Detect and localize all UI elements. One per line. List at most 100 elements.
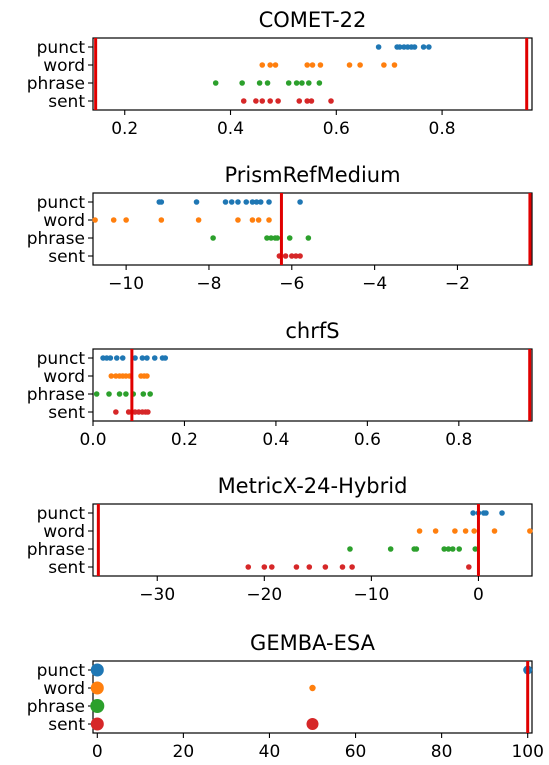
- plot-frame: [92, 660, 533, 734]
- y-tick-label-sent: sent: [48, 403, 85, 423]
- point-punct: [193, 199, 200, 205]
- plot-frame: [92, 192, 533, 266]
- x-tick-label: −2: [445, 274, 470, 294]
- point-word: [416, 528, 423, 534]
- point-phrase: [264, 80, 271, 86]
- x-tick-label: −10: [353, 585, 389, 605]
- point-word: [381, 62, 387, 68]
- point-sent: [293, 564, 300, 570]
- point-punct: [90, 663, 104, 677]
- point-phrase: [472, 546, 479, 552]
- x-tick-label: 80: [431, 742, 453, 762]
- chart-title: PrismRefMedium: [224, 163, 400, 187]
- point-punct: [132, 355, 138, 361]
- point-word: [527, 528, 533, 534]
- point-punct: [483, 510, 489, 516]
- x-tick-label: −4: [362, 274, 387, 294]
- y-tick-label-sent: sent: [48, 715, 85, 735]
- point-word: [195, 217, 202, 223]
- point-sent: [293, 253, 299, 259]
- point-word: [249, 217, 256, 223]
- point-phrase: [293, 80, 300, 86]
- chart-title: GEMBA-ESA: [250, 631, 376, 655]
- point-word: [391, 62, 398, 68]
- point-sent: [304, 98, 311, 104]
- point-phrase: [305, 235, 312, 241]
- point-phrase: [274, 235, 281, 241]
- point-punct: [297, 199, 303, 205]
- point-sent: [245, 564, 252, 570]
- point-punct: [243, 199, 250, 205]
- y-tick-label-punct: punct: [37, 38, 86, 58]
- point-word: [357, 62, 363, 68]
- point-punct: [119, 355, 126, 361]
- point-punct: [107, 355, 114, 361]
- point-punct: [257, 199, 264, 205]
- x-tick-label: 0: [473, 585, 484, 605]
- point-phrase: [449, 546, 456, 552]
- y-tick-label-sent: sent: [48, 247, 85, 267]
- point-punct: [426, 44, 432, 50]
- point-phrase: [285, 80, 292, 86]
- point-sent: [275, 98, 281, 104]
- point-punct: [253, 199, 260, 205]
- x-tick-label: −20: [246, 585, 282, 605]
- point-phrase: [106, 391, 112, 397]
- point-word: [346, 62, 353, 68]
- x-tick-label: 100: [511, 742, 543, 762]
- point-word: [108, 373, 115, 379]
- point-word: [432, 528, 439, 534]
- point-sent: [328, 98, 334, 104]
- point-punct: [420, 44, 427, 50]
- point-sent: [306, 564, 313, 570]
- y-tick-label-punct: punct: [37, 349, 86, 369]
- point-punct: [249, 199, 256, 205]
- point-word: [304, 62, 311, 68]
- point-phrase: [264, 235, 270, 241]
- y-tick-label-sent: sent: [48, 92, 85, 112]
- point-phrase: [286, 235, 293, 241]
- point-phrase: [239, 80, 245, 86]
- point-punct: [470, 510, 476, 516]
- point-word: [272, 62, 279, 68]
- point-punct: [228, 199, 235, 205]
- point-word: [255, 217, 262, 223]
- point-sent: [308, 98, 315, 104]
- point-sent: [90, 717, 104, 731]
- plot-frame: [92, 37, 533, 111]
- y-tick-label-phrase: phrase: [27, 540, 85, 560]
- point-phrase: [212, 80, 219, 86]
- x-tick-label: 0: [92, 742, 103, 762]
- point-sent: [259, 98, 266, 104]
- plot-frame: [92, 503, 533, 577]
- point-phrase: [413, 546, 420, 552]
- chart-title: chrfS: [285, 319, 339, 343]
- x-tick-label: 0.0: [79, 430, 106, 450]
- point-word: [259, 62, 266, 68]
- x-tick-label: 20: [173, 742, 195, 762]
- point-word: [266, 217, 272, 223]
- point-sent: [339, 564, 346, 570]
- plot-frame: [92, 348, 533, 422]
- point-phrase: [316, 80, 323, 86]
- x-tick-label: 0.2: [111, 119, 138, 139]
- point-word: [309, 62, 316, 68]
- y-tick-label-word: word: [43, 367, 85, 387]
- point-phrase: [268, 235, 274, 241]
- y-tick-label-word: word: [43, 679, 85, 699]
- point-sent: [297, 253, 303, 259]
- y-tick-label-phrase: phrase: [27, 229, 85, 249]
- point-word: [317, 62, 324, 68]
- point-punct: [222, 199, 229, 205]
- point-punct: [144, 355, 150, 361]
- point-phrase: [441, 546, 448, 552]
- x-tick-label: 0.2: [171, 430, 198, 450]
- point-phrase: [387, 546, 394, 552]
- y-tick-label-punct: punct: [37, 504, 86, 524]
- y-tick-label-sent: sent: [48, 558, 85, 578]
- point-sent: [466, 564, 472, 570]
